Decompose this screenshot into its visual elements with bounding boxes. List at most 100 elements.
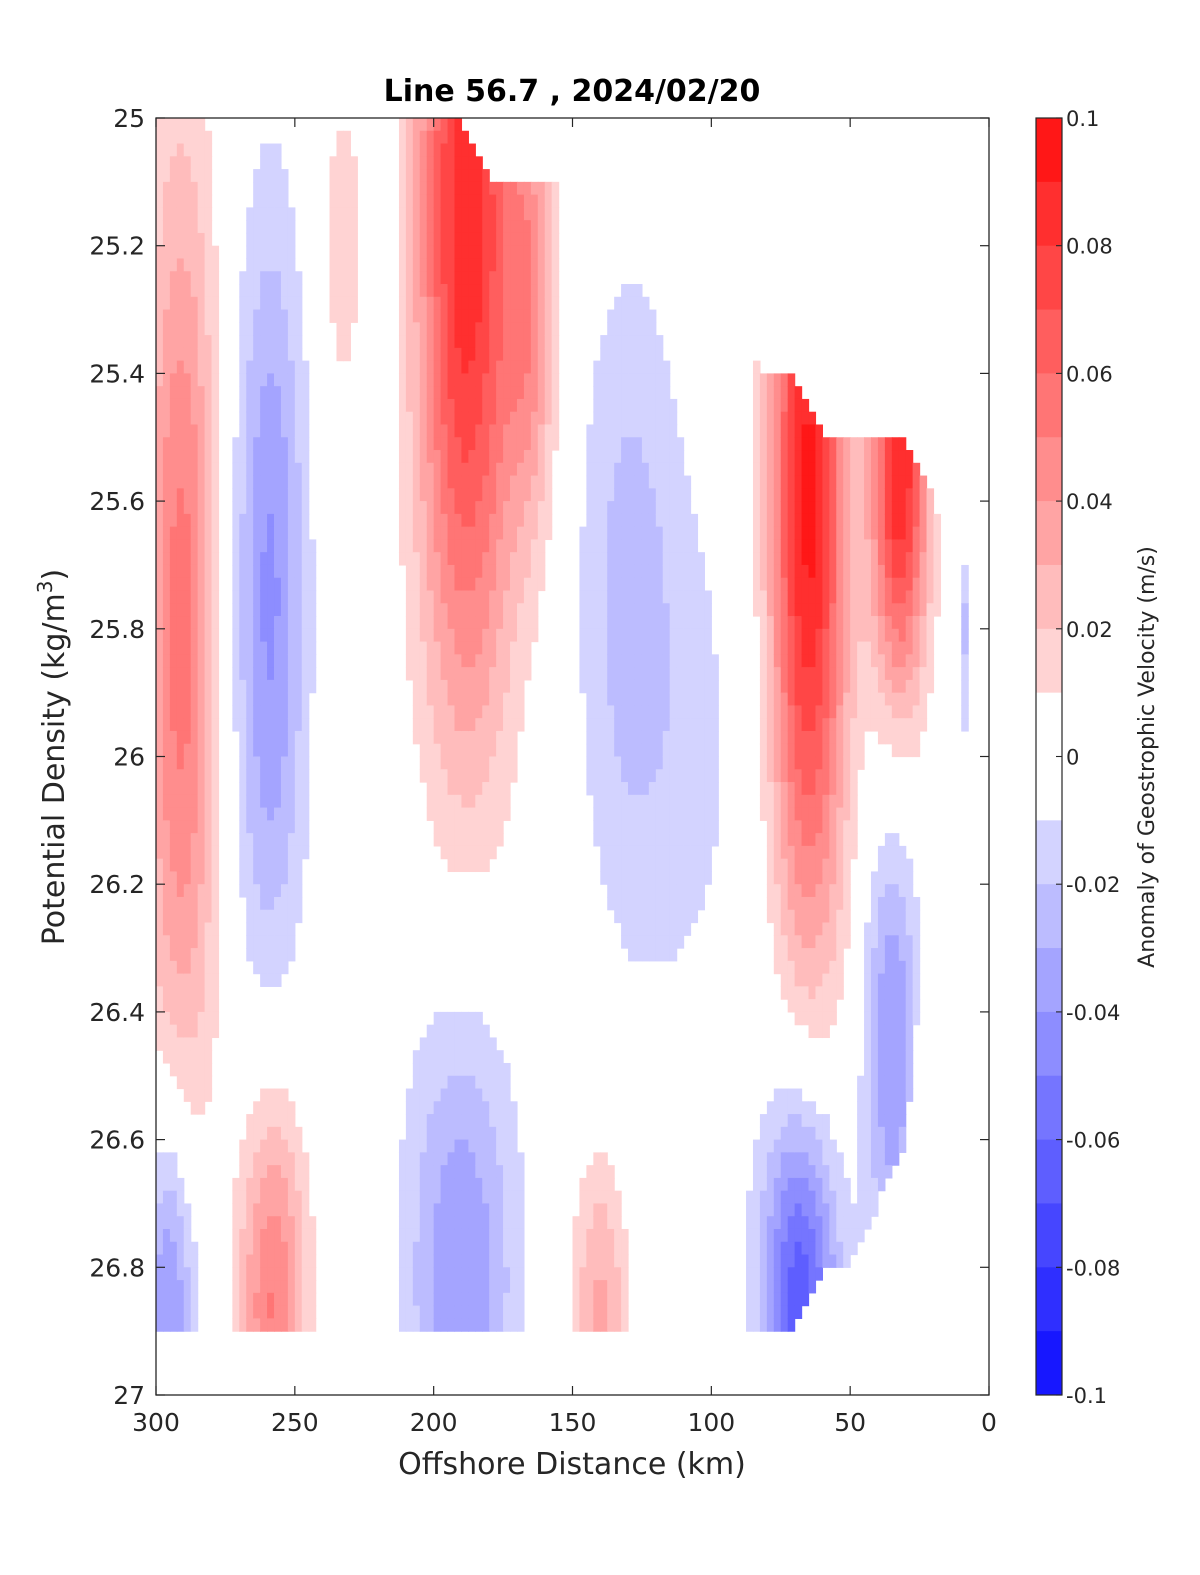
contour-cell <box>239 641 247 655</box>
contour-cell <box>787 1241 796 1256</box>
contour-cell <box>468 820 476 834</box>
contour-cell <box>690 539 699 553</box>
contour-cell <box>176 258 185 272</box>
contour-cell <box>246 1139 254 1153</box>
contour-cell <box>662 782 671 796</box>
contour-cell <box>267 948 275 962</box>
contour-cell <box>294 271 303 285</box>
contour-cell <box>440 756 449 770</box>
contour-cell <box>197 909 206 924</box>
contour-cell <box>607 756 615 770</box>
contour-cell <box>621 577 629 592</box>
contour-cell <box>766 1280 775 1294</box>
contour-cell <box>759 513 768 528</box>
contour-cell <box>621 386 629 400</box>
contour-cell <box>864 1037 872 1051</box>
contour-cell <box>301 411 310 426</box>
contour-cell <box>787 577 796 592</box>
contour-cell <box>496 577 504 592</box>
contour-cell <box>496 820 504 834</box>
contour-cell <box>773 679 782 694</box>
contour-cell <box>197 513 206 528</box>
contour-cell <box>350 169 358 183</box>
contour-cell <box>537 488 546 502</box>
contour-cell <box>440 692 449 707</box>
contour-cell <box>156 948 164 962</box>
contour-cell <box>267 526 275 541</box>
contour-cell <box>197 833 206 847</box>
contour-cell <box>260 1305 268 1319</box>
contour-cell <box>343 156 351 170</box>
contour-cell <box>711 730 719 745</box>
contour-cell <box>287 552 296 566</box>
contour-cell <box>190 909 199 924</box>
contour-cell <box>482 1165 490 1179</box>
contour-cell <box>267 245 275 260</box>
contour-cell <box>183 845 192 860</box>
contour-cell <box>426 335 435 349</box>
contour-cell <box>648 794 657 809</box>
contour-cell <box>794 411 803 426</box>
contour-cell <box>176 782 185 796</box>
contour-cell <box>801 667 810 681</box>
contour-cell <box>475 488 483 502</box>
contour-cell <box>482 1152 490 1166</box>
contour-cell <box>829 552 837 566</box>
contour-cell <box>190 1280 199 1294</box>
contour-cell <box>260 284 268 298</box>
contour-cell <box>489 271 497 285</box>
contour-cell <box>516 667 525 681</box>
contour-cell <box>260 820 268 834</box>
contour-cell <box>280 462 289 477</box>
contour-cell <box>496 271 504 285</box>
contour-cell <box>433 718 442 732</box>
contour-cell <box>260 1228 268 1243</box>
contour-cell <box>183 922 192 936</box>
contour-cell <box>794 590 803 604</box>
contour-cell <box>593 1280 601 1294</box>
contour-cell <box>516 398 525 413</box>
contour-cell <box>808 1101 817 1115</box>
contour-cell <box>496 692 504 707</box>
contour-cell <box>433 539 442 553</box>
contour-cell <box>641 411 650 426</box>
contour-cell <box>433 1114 442 1128</box>
contour-cell <box>516 271 525 285</box>
contour-cell <box>308 679 317 694</box>
contour-cell <box>156 1228 164 1243</box>
contour-cell <box>274 398 282 413</box>
contour-cell <box>794 973 803 987</box>
contour-cell <box>607 603 615 617</box>
contour-cell <box>482 437 490 451</box>
contour-cell <box>274 1190 282 1205</box>
contour-cell <box>419 386 428 400</box>
contour-cell <box>662 884 671 898</box>
contour-cell <box>489 539 497 553</box>
contour-cell <box>864 692 872 707</box>
contour-cell <box>468 577 476 592</box>
contour-cell <box>503 271 511 285</box>
contour-cell <box>510 705 518 719</box>
contour-cell <box>412 1241 421 1256</box>
contour-cell <box>274 896 282 911</box>
contour-cell <box>183 245 192 260</box>
contour-cell <box>239 322 247 336</box>
contour-cell <box>468 1126 476 1141</box>
contour-cell <box>204 935 213 949</box>
contour-cell <box>489 424 497 438</box>
contour-cell <box>607 360 615 374</box>
contour-cell <box>530 245 539 260</box>
contour-cell <box>176 986 185 1000</box>
contour-cell <box>156 373 164 387</box>
contour-cell <box>516 539 525 553</box>
contour-cell <box>447 296 456 311</box>
contour-cell <box>634 948 643 962</box>
contour-cell <box>169 1050 178 1064</box>
contour-cell <box>586 475 594 489</box>
contour-cell <box>176 424 185 438</box>
contour-cell <box>287 807 296 821</box>
contour-cell <box>253 232 261 247</box>
contour-cell <box>773 411 782 426</box>
contour-cell <box>496 1305 504 1319</box>
contour-cell <box>787 833 796 847</box>
